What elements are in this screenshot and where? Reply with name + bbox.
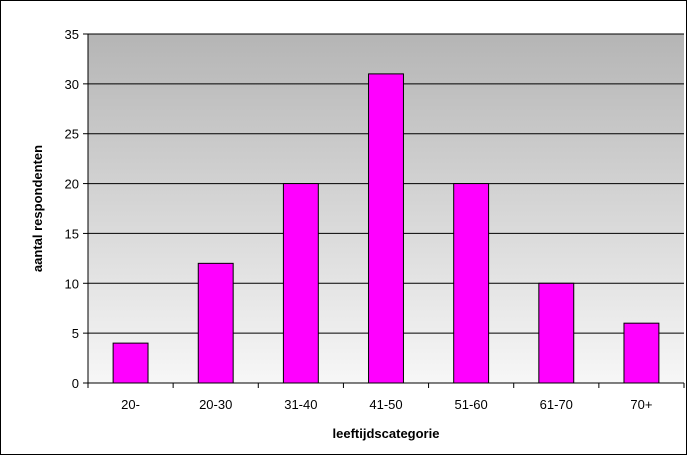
x-axis-title: leeftijdscategorie: [333, 426, 440, 441]
y-tick-labels: 0 5 10 15 20 25 30 35: [65, 27, 79, 391]
y-tick-label: 35: [65, 27, 79, 42]
y-tick-label: 10: [65, 276, 79, 291]
y-tick-label: 20: [65, 177, 79, 192]
x-tick-label: 70+: [630, 397, 652, 412]
bar-31-40: [282, 183, 319, 384]
x-tick-label: 20-: [121, 397, 140, 412]
x-tick-label: 61-70: [540, 397, 573, 412]
bar-41-50: [368, 73, 404, 384]
y-tick-label: 25: [65, 127, 79, 142]
y-axis-title: aantal respondenten: [30, 145, 45, 272]
x-tick-label: 20-30: [199, 397, 232, 412]
axes: [83, 33, 685, 388]
bar-51-60: [453, 183, 490, 384]
x-tick-labels: 20- 20-30 31-40 41-50 51-60 61-70 70+: [121, 397, 652, 412]
x-tick-label: 51-60: [455, 397, 488, 412]
y-tick-label: 15: [65, 226, 79, 241]
y-tick-label: 30: [65, 77, 79, 92]
bar-20-: [112, 342, 149, 384]
x-tick-label: 41-50: [369, 397, 402, 412]
bar-70+: [623, 322, 660, 384]
y-tick-label: 0: [72, 376, 79, 391]
y-tick-label: 5: [72, 326, 79, 341]
x-tick-label: 31-40: [284, 397, 317, 412]
bar-20-30: [197, 262, 234, 384]
bar-61-70: [538, 282, 575, 384]
